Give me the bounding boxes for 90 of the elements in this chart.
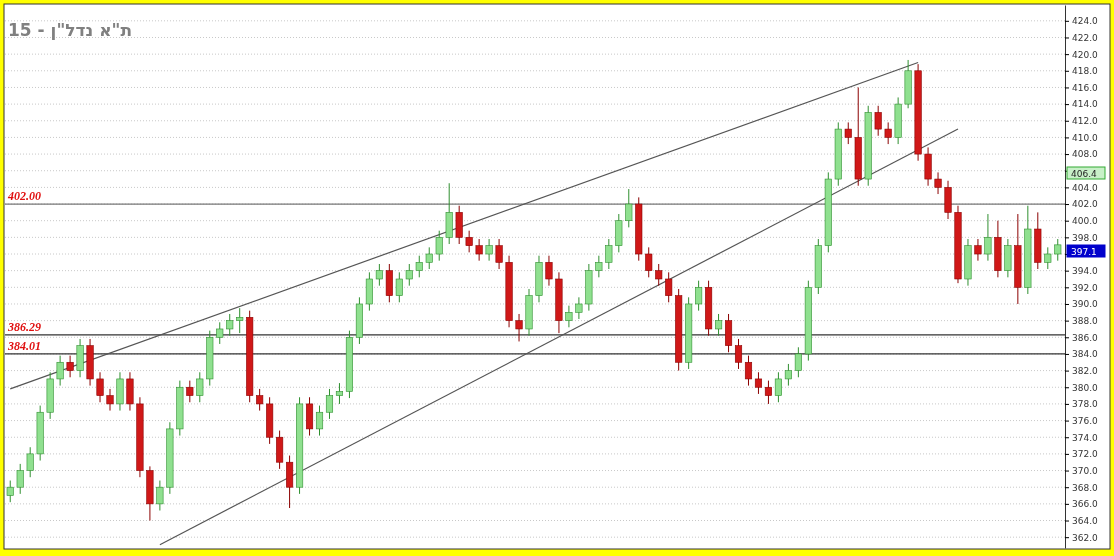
y-tick-label: 374.0 [1072, 432, 1099, 443]
text: 406.4 [1071, 168, 1098, 179]
candlestick [226, 313, 234, 337]
ref-line-label: 384.01 [7, 338, 41, 353]
candlestick [874, 105, 882, 137]
candlestick [325, 388, 334, 420]
candlestick [764, 380, 772, 405]
y-tick-label: 394.0 [1072, 266, 1099, 277]
candlestick [605, 238, 613, 270]
candlestick [236, 307, 244, 334]
y-tick-label: 410.0 [1072, 132, 1099, 143]
ref-line-label: 402.00 [7, 189, 41, 204]
candlestick [186, 380, 194, 403]
candlestick [435, 230, 443, 262]
y-tick-label: 384.0 [1072, 349, 1099, 360]
y-tick-label: 412.0 [1072, 116, 1099, 127]
candlestick [744, 355, 753, 387]
candlestick [844, 121, 852, 145]
candlestick [475, 238, 483, 262]
y-tick-label: 420.0 [1072, 49, 1099, 60]
candlestick [196, 371, 204, 403]
candlestick [96, 371, 104, 403]
candlestick [256, 388, 264, 412]
candlestick [415, 255, 423, 278]
candlestick [6, 480, 14, 503]
y-tick-label: 414.0 [1072, 99, 1099, 110]
candlestick [665, 271, 673, 303]
y-tick-label: 376.0 [1072, 415, 1099, 426]
candlestick [794, 346, 802, 378]
y-tick-label: 372.0 [1072, 449, 1099, 460]
y-tick-label: 424.0 [1072, 16, 1099, 27]
y-tick-label: 370.0 [1072, 465, 1099, 476]
candlestick [465, 230, 473, 253]
y-tick-label: 382.0 [1072, 365, 1099, 376]
candlestick [655, 263, 663, 287]
candlestick [784, 363, 792, 387]
y-tick-label: 390.0 [1072, 299, 1099, 310]
y-tick-label: 400.0 [1072, 216, 1099, 227]
candlestick [595, 255, 603, 278]
y-tick-label: 368.0 [1072, 482, 1099, 493]
y-tick-label: 364.0 [1072, 515, 1099, 526]
candlestick [485, 238, 493, 262]
ref-line-label: 386.29 [7, 319, 41, 334]
y-tick-label: 416.0 [1072, 82, 1099, 93]
candlestick [625, 188, 633, 228]
text: ת"א נדל"ן - 15 [8, 20, 133, 40]
y-tick-label: 388.0 [1072, 316, 1099, 327]
y-tick-label: 398.0 [1072, 232, 1099, 243]
y-tick-label: 392.0 [1072, 282, 1099, 293]
candlestick [405, 263, 413, 287]
y-tick-label: 378.0 [1072, 399, 1099, 410]
candlestick [695, 280, 703, 312]
candlestick [395, 271, 403, 303]
candlestick [565, 305, 573, 328]
candlestick [425, 246, 433, 270]
candlestick [884, 121, 892, 145]
candlestick [515, 313, 523, 342]
y-tick-label: 386.0 [1072, 332, 1099, 343]
candlestick [1044, 246, 1052, 270]
candlestick [495, 238, 503, 270]
y-tick-label: 418.0 [1072, 66, 1099, 77]
candlestick [156, 480, 164, 512]
candlestick [106, 388, 114, 412]
y-tick-label: 408.0 [1072, 149, 1099, 160]
y-tick-label: 422.0 [1072, 32, 1099, 43]
candlestick [754, 371, 763, 395]
candlestick [216, 321, 224, 345]
y-tick-label: 366.0 [1072, 499, 1099, 510]
candlestick [715, 313, 723, 337]
candlestick [56, 355, 64, 387]
candlestick [984, 213, 992, 262]
candlestick [375, 263, 383, 287]
candlestick [575, 296, 583, 320]
candlestick [16, 463, 24, 495]
candlestick [66, 355, 74, 378]
candlestick [315, 405, 324, 437]
candlestick [26, 446, 34, 478]
candlestick [734, 338, 743, 370]
y-tick-label: 362.0 [1072, 532, 1099, 543]
y-tick-label: 402.0 [1072, 199, 1099, 210]
candlestick [934, 171, 942, 195]
y-tick-label: 380.0 [1072, 382, 1099, 393]
candlestick [645, 246, 653, 278]
y-tick-label: 404.0 [1072, 182, 1099, 193]
candlestick [774, 371, 782, 403]
candlestick [545, 255, 553, 287]
text: 397.1 [1071, 246, 1097, 257]
candlestick [1054, 238, 1062, 262]
candlestick [974, 238, 982, 262]
candlestick [335, 382, 343, 405]
